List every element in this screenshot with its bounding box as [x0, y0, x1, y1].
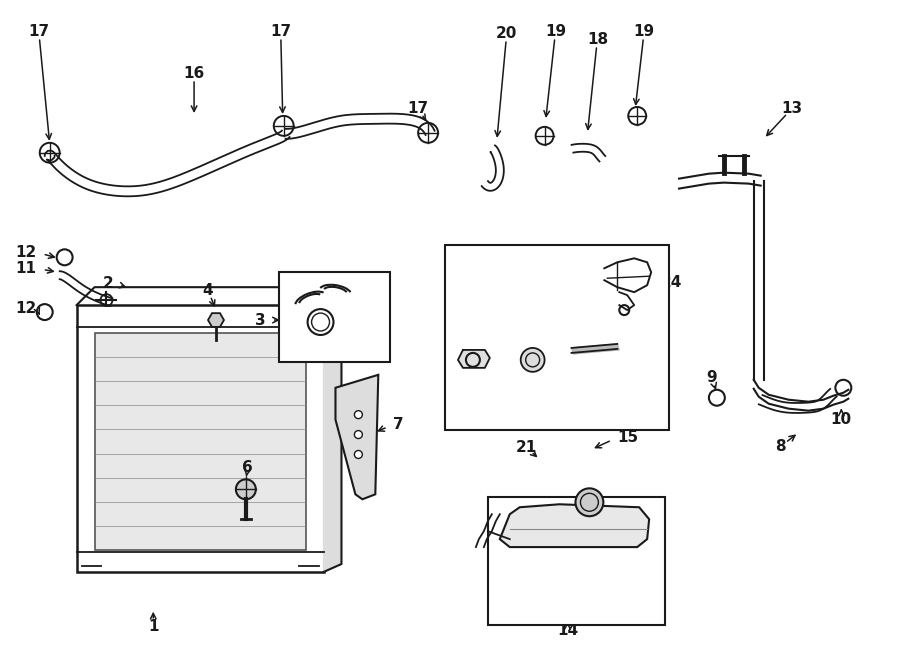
Text: 1: 1 [148, 619, 158, 635]
Polygon shape [458, 350, 490, 368]
Text: 4: 4 [202, 283, 213, 297]
Text: 14: 14 [557, 623, 578, 639]
Text: 10: 10 [831, 412, 852, 427]
Text: 22: 22 [544, 309, 566, 324]
Polygon shape [323, 287, 341, 572]
Text: 12: 12 [15, 301, 37, 315]
Circle shape [355, 451, 363, 459]
Text: 19: 19 [545, 24, 566, 39]
Text: 9: 9 [706, 370, 717, 385]
Text: 25: 25 [645, 325, 667, 340]
Text: 21: 21 [516, 440, 537, 455]
Text: 11: 11 [15, 260, 37, 276]
Text: 24: 24 [662, 275, 682, 290]
Text: 23: 23 [504, 309, 526, 324]
Bar [488, 497, 665, 625]
Text: 13: 13 [781, 101, 802, 116]
Circle shape [355, 430, 363, 438]
Bar [94, 333, 306, 550]
Text: 18: 18 [587, 32, 608, 47]
Text: 2: 2 [103, 276, 113, 291]
Polygon shape [572, 344, 619, 354]
Text: 15: 15 [617, 430, 638, 445]
Text: 17: 17 [28, 24, 50, 39]
Text: 6: 6 [242, 460, 253, 475]
Polygon shape [500, 504, 649, 547]
Text: 5: 5 [368, 323, 379, 338]
Bar [279, 272, 391, 362]
Text: 17: 17 [408, 101, 428, 116]
Polygon shape [336, 375, 378, 499]
Circle shape [355, 410, 363, 418]
Text: 17: 17 [270, 24, 292, 39]
Bar [445, 245, 669, 430]
Circle shape [236, 479, 256, 499]
Text: 20: 20 [496, 26, 518, 41]
Text: 16: 16 [184, 65, 204, 81]
Bar [76, 305, 323, 572]
Text: 12: 12 [15, 245, 37, 260]
Text: 7: 7 [393, 417, 404, 432]
Text: 19: 19 [634, 24, 654, 39]
Circle shape [521, 348, 544, 372]
Polygon shape [208, 313, 224, 327]
Circle shape [575, 488, 603, 516]
Text: 8: 8 [775, 439, 786, 454]
Text: 3: 3 [256, 313, 266, 328]
